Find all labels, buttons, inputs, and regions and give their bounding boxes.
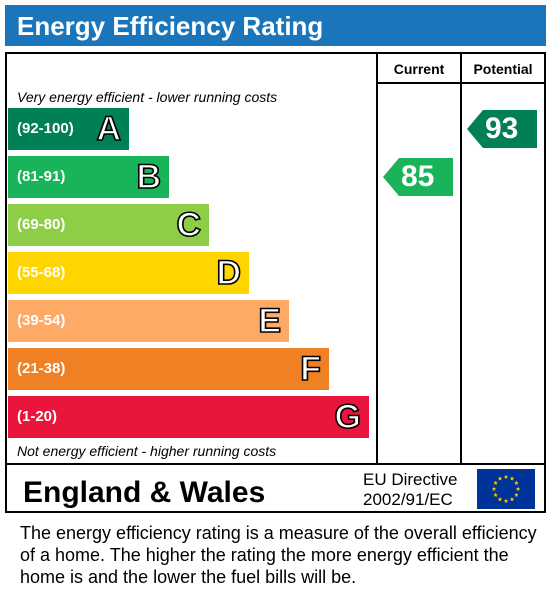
- rating-table: Current Potential Very energy efficient …: [5, 52, 546, 513]
- column-divider-current: [376, 54, 378, 463]
- potential-arrow-shape: [467, 110, 537, 148]
- footer-country: England & Wales: [23, 476, 266, 509]
- band-a: (92-100) A: [8, 108, 129, 150]
- eu-star: [503, 474, 509, 479]
- top-caption: Very energy efficient - lower running co…: [17, 89, 278, 105]
- title-bar: Energy Efficiency Rating: [5, 5, 546, 46]
- band-letter: A: [96, 109, 122, 149]
- band-f: (21-38) F: [8, 348, 329, 390]
- eu-star: [515, 486, 521, 491]
- eu-star: [493, 480, 498, 485]
- current-arrow-shape: [383, 158, 453, 196]
- description: The energy efficiency rating is a measur…: [20, 523, 537, 587]
- footer-directive: EU Directive 2002/91/EC: [363, 470, 457, 510]
- eu-star: [493, 492, 498, 497]
- bottom-caption: Not energy efficient - higher running co…: [17, 443, 277, 459]
- band-letter: G: [334, 397, 362, 437]
- band-range-label: (39-54): [17, 312, 66, 329]
- potential-rating-value: 93: [485, 112, 519, 145]
- band-letter: D: [216, 253, 242, 293]
- band-d: (55-68) D: [8, 252, 249, 294]
- column-divider-potential: [460, 54, 462, 463]
- band-letter: E: [258, 301, 282, 341]
- band-range-label: (81-91): [17, 168, 66, 185]
- eu-star: [497, 476, 503, 481]
- current-rating-value: 85: [401, 160, 435, 193]
- potential-rating-arrow: 93: [467, 110, 537, 148]
- band-range-label: (55-68): [17, 264, 66, 281]
- eu-star: [503, 498, 509, 503]
- column-header-potential: Potential: [473, 61, 533, 77]
- eu-star: [497, 496, 503, 502]
- eu-flag-icon: [477, 469, 535, 509]
- directive-line-1: EU Directive: [363, 470, 458, 489]
- column-header-current: Current: [393, 61, 445, 77]
- current-rating-arrow: 85: [383, 158, 453, 196]
- eu-star: [509, 476, 515, 481]
- band-range-label: (1-20): [17, 408, 58, 425]
- band-letter: C: [176, 205, 202, 245]
- directive-line-2: 2002/91/EC: [363, 490, 453, 509]
- footer-divider: [7, 463, 544, 465]
- eu-star: [514, 492, 519, 497]
- band-g: (1-20) G: [8, 396, 369, 438]
- band-e: (39-54) E: [8, 300, 289, 342]
- band-letter: B: [136, 157, 162, 197]
- band-c: (69-80) C: [8, 204, 209, 246]
- eu-star: [491, 486, 497, 491]
- eu-star: [509, 496, 515, 502]
- eu-star: [514, 480, 519, 485]
- chart-title: Energy Efficiency Rating: [17, 11, 324, 41]
- band-range-label: (21-38): [17, 360, 66, 377]
- band-range-label: (69-80): [17, 216, 66, 233]
- band-b: (81-91) B: [8, 156, 169, 198]
- header-divider: [376, 82, 544, 84]
- band-range-label: (92-100): [17, 120, 74, 137]
- band-letter: F: [299, 349, 321, 389]
